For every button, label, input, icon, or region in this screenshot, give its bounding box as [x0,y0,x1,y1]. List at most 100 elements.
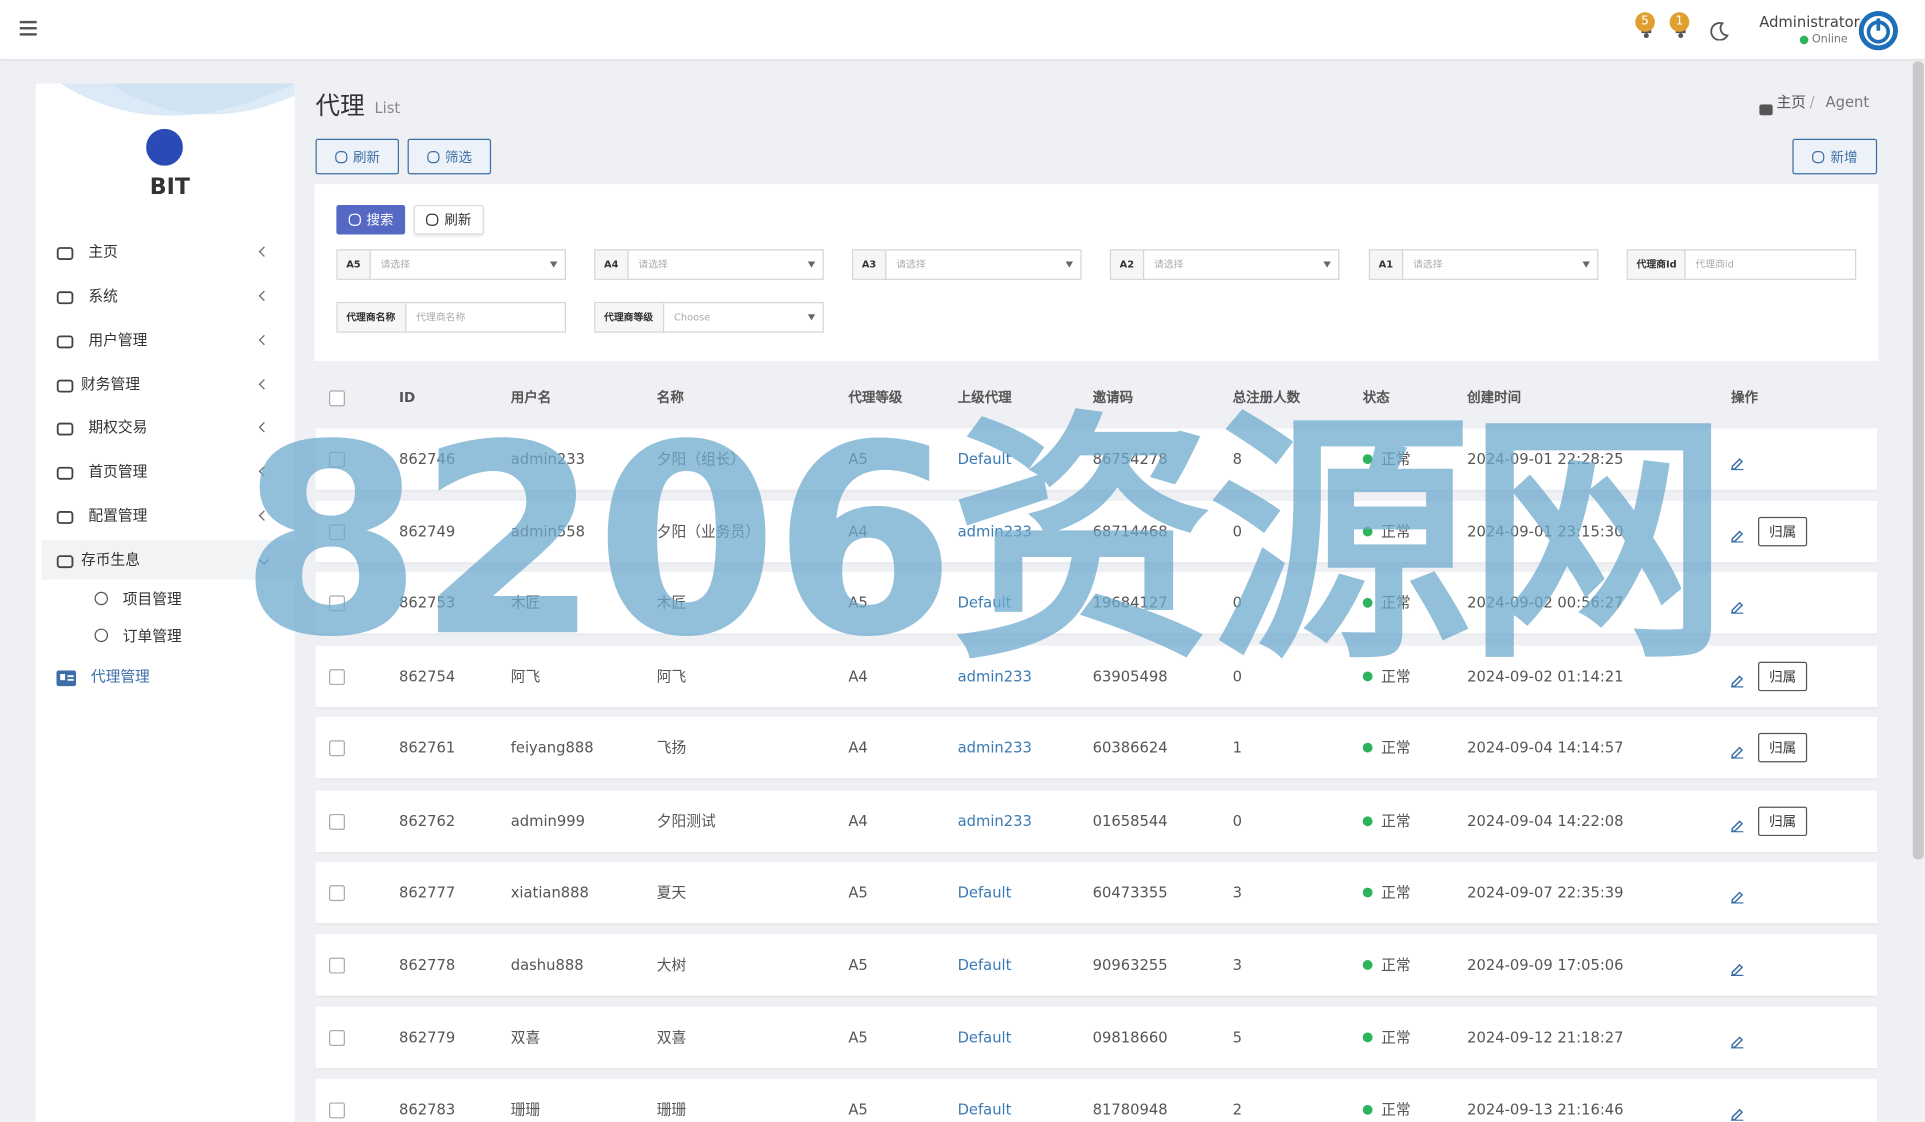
submenu-bullet [94,591,109,606]
add-button[interactable]: 新增 [1792,138,1878,175]
refresh-button[interactable]: 刷新 [315,138,399,175]
breadcrumb-current: Agent [1825,93,1870,111]
parent-agent-link[interactable]: admin233 [957,812,1032,830]
cell: 2024-09-09 17:05:06 [1467,956,1624,974]
submenu-item[interactable]: 项目管理 [122,590,182,608]
cell: 8 [1232,450,1242,468]
cell: 3 [1232,883,1242,902]
menu-item[interactable]: 财务管理 [81,375,140,393]
edit-icon[interactable] [1730,958,1745,977]
parent-agent-link[interactable]: Default [957,450,1012,468]
filter-field[interactable]: A4 请选择 [594,249,824,280]
assign-button[interactable]: 归属 [1758,516,1808,547]
edit-icon[interactable] [1730,595,1745,614]
filter-label-bg [595,250,629,279]
menu-toggle[interactable] [19,18,37,36]
cell: 飞扬 [656,739,687,757]
edit-icon[interactable] [1730,1102,1745,1121]
cell: 珊珊 [656,1101,687,1119]
row-checkbox[interactable] [329,669,345,686]
edit-icon[interactable] [1730,814,1745,833]
assign-button[interactable]: 归属 [1758,806,1808,837]
cell: 862754 [398,667,456,686]
cell: 63905498 [1092,667,1168,686]
filter-panel [314,184,1879,361]
parent-agent-link[interactable]: Default [957,594,1012,612]
column-header: 操作 [1731,389,1759,406]
edit-icon[interactable] [1730,669,1745,688]
select-all-checkbox[interactable] [329,390,345,407]
table-row: 862746 admin233 夕阳（组长） A5 Default 86754278 8 正常… [315,428,1878,490]
menu-item[interactable]: 期权交易 [88,418,148,436]
row-checkbox[interactable] [329,813,345,830]
filter-field[interactable]: A5 请选择 [336,249,566,280]
filter-placeholder: 请选择 [380,259,411,271]
cell: 90963255 [1092,956,1168,974]
top-bar: 5 1 Administrator Online [0,0,1925,59]
menu-chevron [258,290,270,302]
row-checkbox[interactable] [329,1102,345,1119]
search-button[interactable]: 搜索 [336,205,406,235]
filter-field[interactable]: 代理商等级 Choose [594,302,824,333]
row-checkbox[interactable] [329,957,345,974]
parent-agent-link[interactable]: admin233 [957,739,1032,757]
filter-button[interactable]: 筛选 [407,138,492,175]
cell: A4 [848,667,868,686]
menu-icon [56,376,74,393]
cell: 正常 [1381,594,1411,612]
cell: 60473355 [1092,883,1168,902]
status-dot [1362,454,1373,465]
edit-icon[interactable] [1730,740,1745,759]
cell: 2024-09-12 21:18:27 [1467,1028,1624,1046]
parent-agent-link[interactable]: Default [957,1101,1012,1119]
cell: 862761 [398,739,456,757]
cell: 正常 [1381,883,1411,902]
edit-icon[interactable] [1730,885,1745,904]
breadcrumb-home[interactable]: 主页 [1776,93,1806,111]
cell: 正常 [1381,1101,1411,1119]
filter-field[interactable]: A2 请选择 [1109,249,1340,280]
menu-item[interactable]: 存币生息 [81,551,140,569]
row-checkbox[interactable] [329,451,345,468]
sidebar: BIT 主页 系统 用户管理 财务管理 期权交易 首页管理 配置管理 存币生息 项目管理 订单管理代… [35,83,295,1122]
button-icon [426,213,439,226]
edit-icon[interactable] [1730,452,1745,471]
filter-field[interactable]: 代理商名称 代理商名称 [336,302,566,333]
assign-button[interactable]: 归属 [1758,732,1808,763]
row-checkbox[interactable] [329,885,345,902]
row-checkbox[interactable] [329,740,345,757]
parent-agent-link[interactable]: Default [957,883,1012,902]
cell: 2024-09-04 14:22:08 [1467,812,1624,830]
cell: 夕阳测试 [656,812,716,830]
filter-placeholder: 请选择 [638,259,668,271]
parent-agent-link[interactable]: Default [957,956,1012,974]
column-header: 代理等级 [848,389,903,406]
submenu-item[interactable]: 订单管理 [122,627,182,645]
menu-item-active[interactable]: 代理管理 [90,667,150,686]
avatar[interactable] [1858,11,1898,51]
edit-icon[interactable] [1730,524,1745,543]
menu-item[interactable]: 主页 [88,243,118,261]
menu-item[interactable]: 用户管理 [88,331,148,349]
assign-button[interactable]: 归属 [1758,661,1808,692]
column-header: 用户名 [510,389,552,406]
filter-field[interactable]: A3 请选择 [852,249,1082,280]
edit-icon[interactable] [1730,1030,1745,1049]
filter-field[interactable]: A1 请选择 [1368,249,1599,280]
parent-agent-link[interactable]: Default [957,1028,1012,1046]
menu-item[interactable]: 首页管理 [88,462,148,481]
row-checkbox[interactable] [329,1030,345,1046]
menu-item[interactable]: 配置管理 [88,507,148,525]
parent-agent-link[interactable]: admin233 [957,522,1032,541]
theme-toggle[interactable] [1710,21,1730,42]
cell: 正常 [1381,739,1411,757]
cell: 夕阳（组长） [656,450,746,468]
row-checkbox[interactable] [329,524,345,541]
menu-item[interactable]: 系统 [88,287,118,305]
menu-icon [56,331,74,349]
parent-agent-link[interactable]: admin233 [957,667,1032,686]
reset-button[interactable]: 刷新 [413,205,484,235]
filter-field[interactable]: 代理商Id 代理商id [1626,249,1857,280]
row-checkbox[interactable] [329,595,345,612]
filter-placeholder: Choose [673,311,711,323]
